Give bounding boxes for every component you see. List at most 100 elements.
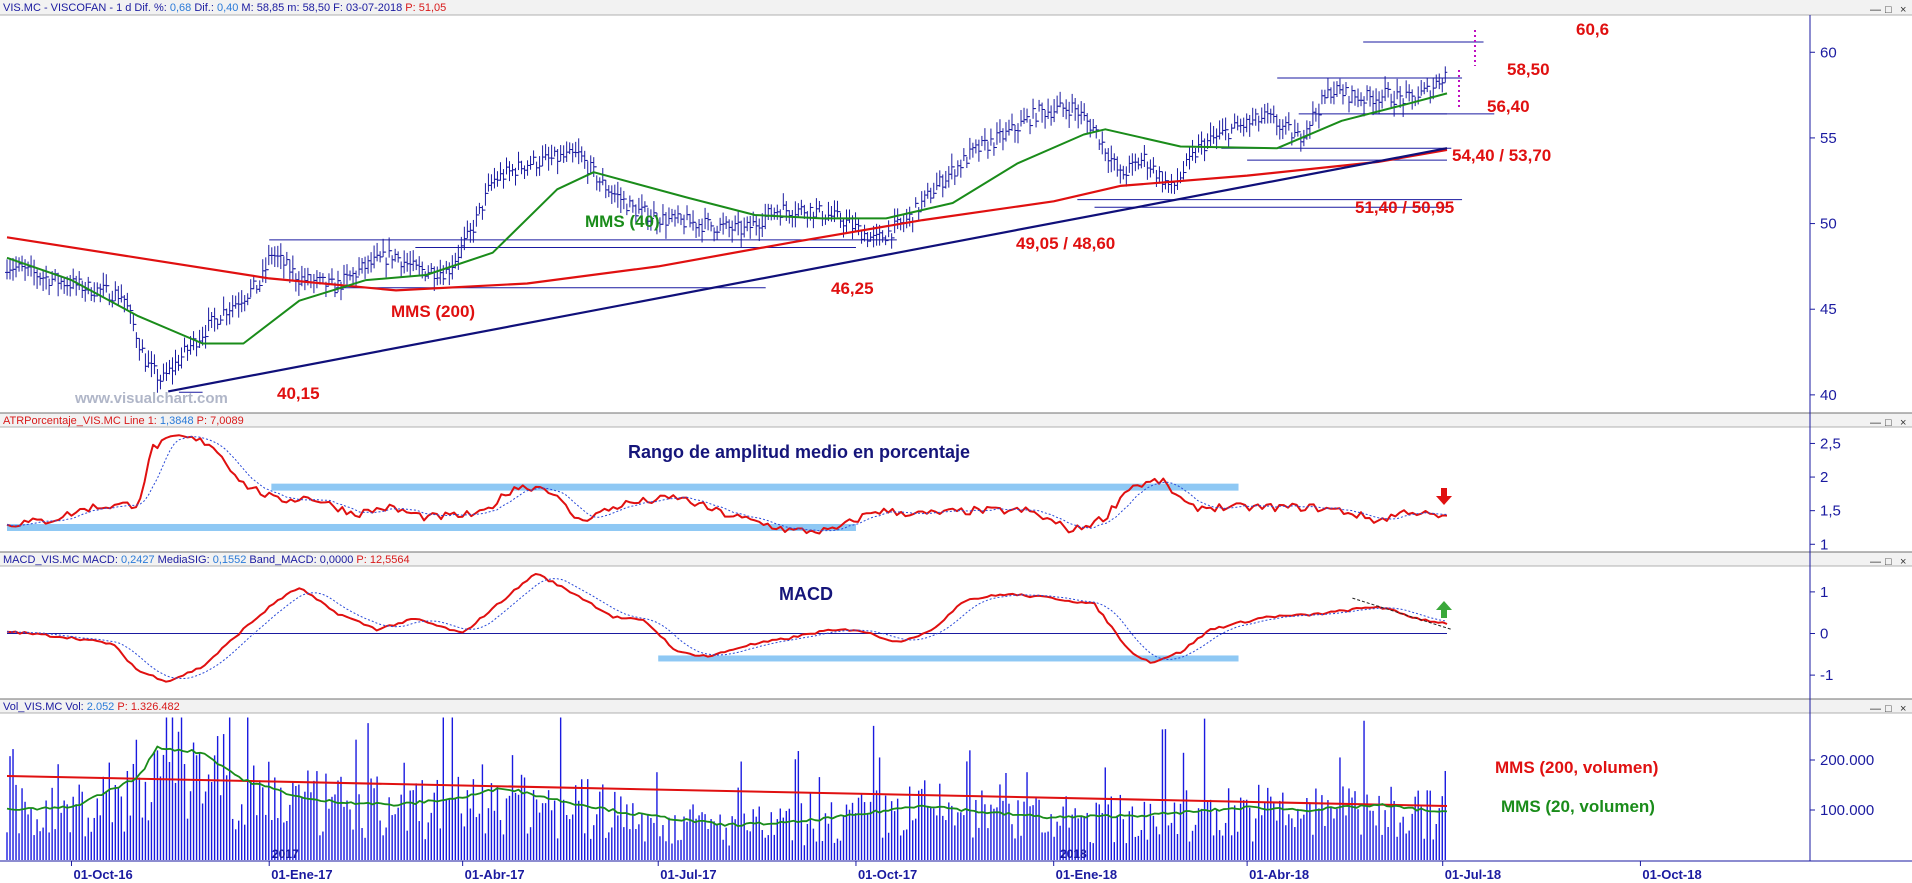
price-bar <box>712 225 717 242</box>
price-bar <box>838 211 843 228</box>
price-bar <box>125 292 130 311</box>
window-control-maximize[interactable]: □ <box>1885 4 1892 16</box>
price-bar <box>140 339 145 353</box>
price-bar <box>1331 81 1336 105</box>
price-bar <box>239 290 244 313</box>
price-bar <box>982 128 987 151</box>
y-tick-label: 55 <box>1820 130 1837 147</box>
price-bar <box>561 145 566 163</box>
price-bar <box>1031 98 1036 127</box>
price-bar <box>669 208 674 223</box>
mms200-line <box>6 148 1448 292</box>
price-bar <box>38 272 43 286</box>
price-bar <box>666 207 671 226</box>
price-bar <box>703 207 708 232</box>
price-bar <box>997 119 1002 143</box>
level-label-40-15: 40,15 <box>277 384 320 403</box>
window-control-minimize[interactable]: — <box>1870 417 1881 429</box>
price-bar <box>1006 119 1011 136</box>
price-bar <box>1118 164 1123 184</box>
price-bar <box>242 295 247 312</box>
window-control-minimize[interactable]: — <box>1870 556 1881 568</box>
price-bar <box>1211 125 1216 144</box>
price-bar <box>236 292 241 318</box>
price-bar <box>970 142 975 158</box>
price-bar <box>5 259 9 280</box>
price-bar <box>976 139 981 162</box>
price-bar <box>146 350 151 368</box>
price-bar <box>426 265 431 279</box>
atr-down-arrow-icon <box>1436 488 1452 505</box>
price-bar <box>338 280 343 301</box>
price-bar <box>281 254 286 279</box>
price-bar <box>760 213 765 238</box>
price-bar <box>588 155 593 175</box>
price-bar <box>185 344 190 361</box>
price-bar <box>934 172 939 194</box>
price-bar <box>880 230 885 243</box>
price-bar <box>375 242 380 262</box>
price-bar <box>582 150 587 169</box>
price-bar <box>922 190 927 208</box>
price-bar <box>299 265 304 287</box>
price-bar <box>1136 157 1141 170</box>
x-tick-label: 01-Abr-17 <box>465 867 525 882</box>
price-bar <box>534 156 539 177</box>
window-control-maximize[interactable]: □ <box>1885 556 1892 568</box>
price-bar <box>1295 122 1300 137</box>
header-field: P: 12,5564 <box>353 554 409 566</box>
price-bar <box>504 157 509 180</box>
window-control-close[interactable]: × <box>1900 4 1906 16</box>
price-bar <box>895 208 900 230</box>
window-control-close[interactable]: × <box>1900 556 1906 568</box>
vol-mms200-label: MMS (200, volumen) <box>1495 758 1658 777</box>
price-bar <box>314 270 319 289</box>
price-bar <box>1292 119 1297 139</box>
price-bar <box>113 281 118 302</box>
price-bar <box>931 182 936 199</box>
price-bar <box>254 280 259 294</box>
price-bar <box>1316 103 1321 129</box>
window-control-maximize[interactable]: □ <box>1885 703 1892 715</box>
price-bar <box>621 190 626 210</box>
y-tick-label: 0 <box>1820 626 1828 643</box>
price-bar <box>844 209 849 233</box>
price-bar <box>134 323 139 349</box>
price-bar <box>1353 89 1358 106</box>
window-control-minimize[interactable]: — <box>1870 4 1881 16</box>
price-bar <box>516 151 521 176</box>
price-bar <box>1103 141 1108 162</box>
price-bar <box>110 290 115 308</box>
price-bar <box>576 138 581 165</box>
price-bar <box>715 225 720 240</box>
vol-mms200-line <box>6 775 1448 807</box>
price-bar <box>994 122 999 149</box>
price-bar <box>1202 138 1207 162</box>
price-bar <box>492 167 497 189</box>
price-bar <box>1259 107 1264 124</box>
price-bar <box>143 347 148 372</box>
price-bar <box>351 267 356 284</box>
mms200-label: MMS (200) <box>391 302 475 321</box>
level-label-56-40: 56,40 <box>1487 97 1530 116</box>
header-field: F: 03-07-2018 <box>330 2 402 14</box>
window-control-minimize[interactable]: — <box>1870 703 1881 715</box>
price-bar <box>1205 133 1210 152</box>
price-bar <box>1196 134 1201 158</box>
price-bar <box>1365 85 1370 104</box>
price-bar <box>393 248 398 262</box>
price-bar <box>1362 96 1367 117</box>
window-control-close[interactable]: × <box>1900 417 1906 429</box>
price-bar <box>543 144 548 161</box>
window-control-close[interactable]: × <box>1900 703 1906 715</box>
price-bar <box>1022 107 1027 124</box>
price-bar <box>820 205 825 227</box>
price-bar <box>399 257 404 277</box>
price-bar <box>1274 114 1279 136</box>
header-field: ATRPorcentaje_VIS.MC Line 1: <box>3 415 157 427</box>
price-bar <box>835 200 840 218</box>
macd-band <box>658 655 1239 662</box>
window-control-maximize[interactable]: □ <box>1885 417 1892 429</box>
price-bar <box>158 374 163 390</box>
price-bar <box>718 217 723 233</box>
